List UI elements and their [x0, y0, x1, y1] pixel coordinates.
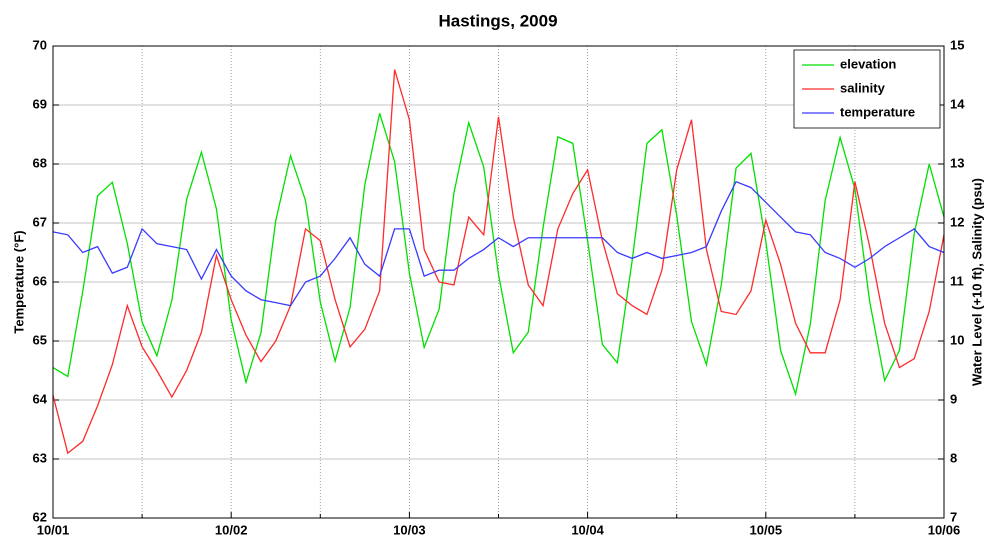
- y-tick-label: 69: [33, 96, 47, 111]
- plot-frame: [52, 45, 945, 519]
- y2-tick-label: 8: [950, 450, 957, 465]
- y2-tick-label: 11: [950, 273, 964, 288]
- y-tick-label: 64: [33, 391, 48, 406]
- series-line: [52, 69, 945, 455]
- y-tick-label: 62: [33, 509, 47, 524]
- series-line: [52, 180, 945, 307]
- legend: elevation salinity temperature: [793, 49, 941, 129]
- y2-tick-label: 9: [950, 391, 957, 406]
- y2-tick-label: 12: [950, 214, 964, 229]
- y-tick-label: 66: [33, 273, 47, 288]
- y-axis-label: Temperature (°F): [11, 230, 26, 333]
- x-tick-label: 10/02: [215, 522, 248, 537]
- y2-tick-label: 15: [950, 37, 964, 52]
- x-tick-label: 10/04: [571, 522, 604, 537]
- legend-label: salinity: [840, 80, 886, 95]
- y2-tick-label: 7: [950, 509, 957, 524]
- x-tick-label: 10/05: [750, 522, 783, 537]
- x-tick-label: 10/01: [37, 522, 70, 537]
- y2-tick-label: 13: [950, 155, 964, 170]
- legend-label: elevation: [840, 56, 896, 71]
- chart-title: Hastings, 2009: [438, 11, 557, 30]
- series-line: [52, 113, 945, 397]
- y-tick-label: 63: [33, 450, 47, 465]
- y2-axis-label: Water Level (+10 ft), Salinity (psu): [969, 178, 984, 386]
- x-tick-label: 10/03: [393, 522, 426, 537]
- y2-tick-label: 14: [950, 96, 965, 111]
- x-tick-label: 10/06: [928, 522, 961, 537]
- y-tick-label: 70: [33, 37, 47, 52]
- y2-tick-label: 10: [950, 332, 964, 347]
- y-tick-label: 65: [33, 332, 47, 347]
- y-tick-label: 68: [33, 155, 47, 170]
- legend-label: temperature: [840, 104, 915, 119]
- y-tick-label: 67: [33, 214, 47, 229]
